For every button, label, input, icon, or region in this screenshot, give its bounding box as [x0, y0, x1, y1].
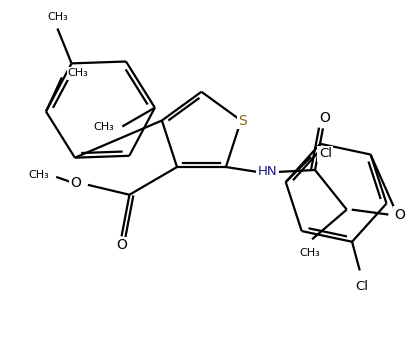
Text: CH₃: CH₃ [47, 12, 68, 21]
Text: CH₃: CH₃ [29, 170, 49, 180]
Text: O: O [116, 238, 127, 252]
Text: CH₃: CH₃ [300, 248, 320, 258]
Text: O: O [319, 112, 330, 125]
Text: Cl: Cl [319, 147, 332, 160]
Text: HN: HN [258, 165, 277, 178]
Text: O: O [394, 208, 405, 222]
Text: CH₃: CH₃ [68, 69, 89, 78]
Text: S: S [239, 114, 247, 128]
Text: Cl: Cl [355, 280, 368, 293]
Text: CH₃: CH₃ [93, 121, 114, 132]
Text: O: O [70, 176, 81, 190]
